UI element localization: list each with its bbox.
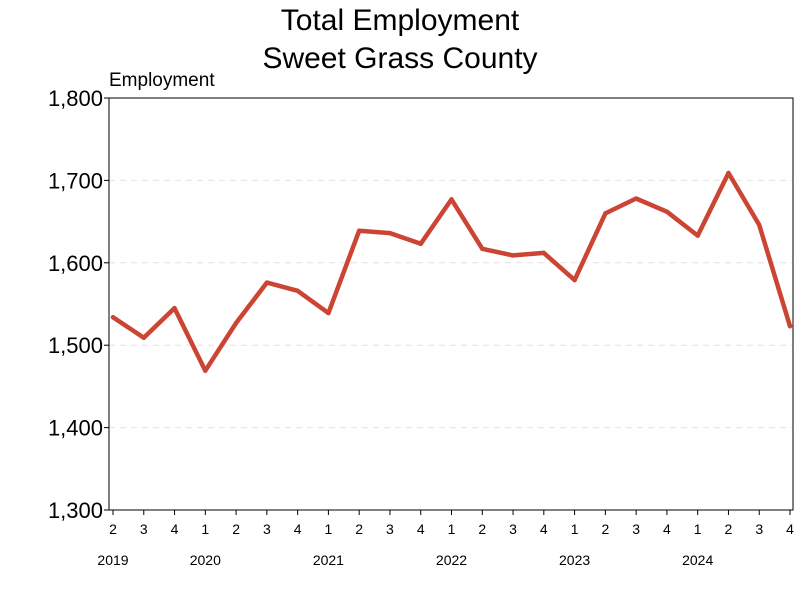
data-point bbox=[356, 228, 362, 233]
x-axis: 2 3 4 1 2 3 4 1 2 3 4 1 2 3 4 1 2 3 4 1 2 3 4 bbox=[109, 510, 794, 537]
series-layer bbox=[110, 170, 793, 373]
data-point bbox=[326, 310, 331, 316]
x-tick-label: 2 bbox=[725, 521, 733, 537]
x-tick-label: 3 bbox=[386, 521, 394, 537]
data-point bbox=[633, 196, 639, 201]
data-point bbox=[449, 197, 454, 202]
x-axis-years: 2019 2020 2021 2022 2023 2024 bbox=[97, 552, 713, 568]
x-tick-label: 4 bbox=[540, 521, 548, 537]
data-point bbox=[695, 233, 700, 238]
data-point bbox=[264, 280, 270, 285]
data-point bbox=[572, 277, 577, 283]
data-point bbox=[233, 320, 239, 326]
chart-title-line-1: Total Employment bbox=[281, 4, 520, 37]
x-tick-label: 1 bbox=[325, 521, 333, 537]
x-year-label: 2019 bbox=[97, 552, 128, 568]
x-tick-label: 3 bbox=[263, 521, 271, 537]
data-point bbox=[387, 230, 393, 236]
x-year-label: 2021 bbox=[313, 552, 344, 568]
data-point bbox=[726, 170, 731, 176]
x-tick-label: 2 bbox=[109, 521, 117, 537]
data-point bbox=[110, 314, 116, 320]
y-tick-label: 1,400 bbox=[48, 416, 103, 441]
data-point bbox=[787, 324, 793, 329]
data-point bbox=[172, 305, 177, 311]
y-axis-label: Employment bbox=[109, 70, 215, 91]
plot-frame bbox=[108, 97, 794, 511]
x-tick-label: 2 bbox=[232, 521, 240, 537]
y-tick-label: 1,800 bbox=[48, 86, 103, 111]
x-tick-label: 3 bbox=[509, 521, 517, 537]
data-point bbox=[603, 211, 608, 216]
y-tick-label: 1,700 bbox=[48, 168, 103, 193]
x-tick-label: 1 bbox=[694, 521, 702, 537]
x-tick-label: 4 bbox=[294, 521, 302, 537]
x-tick-label: 2 bbox=[601, 521, 609, 537]
data-point bbox=[418, 241, 423, 247]
data-point bbox=[295, 288, 300, 294]
data-point bbox=[541, 250, 547, 256]
y-axis: 1,300 1,400 1,500 1,600 1,700 1,800 bbox=[48, 86, 109, 523]
x-year-label: 2020 bbox=[190, 552, 221, 568]
x-tick-label: 4 bbox=[417, 521, 425, 537]
y-tick-label: 1,500 bbox=[48, 333, 103, 358]
x-tick-label: 4 bbox=[663, 521, 671, 537]
x-tick-label: 3 bbox=[140, 521, 148, 537]
x-tick-label: 3 bbox=[632, 521, 640, 537]
y-tick-label: 1,300 bbox=[48, 498, 103, 523]
x-tick-label: 1 bbox=[201, 521, 209, 537]
x-tick-label: 1 bbox=[448, 521, 456, 537]
x-tick-label: 1 bbox=[571, 521, 579, 537]
data-point bbox=[510, 253, 516, 258]
y-tick-label: 1,600 bbox=[48, 251, 103, 276]
x-tick-label: 2 bbox=[355, 521, 363, 537]
grid-lines bbox=[109, 179, 793, 429]
x-year-label: 2022 bbox=[436, 552, 467, 568]
x-tick-label: 4 bbox=[171, 521, 179, 537]
data-point bbox=[141, 335, 146, 340]
chart-title-line-2: Sweet Grass County bbox=[262, 42, 537, 75]
data-point bbox=[664, 209, 670, 214]
series-line bbox=[110, 170, 793, 373]
data-point bbox=[203, 368, 208, 373]
x-tick-label: 3 bbox=[755, 521, 763, 537]
data-point bbox=[757, 222, 762, 228]
x-tick-label: 4 bbox=[786, 521, 794, 537]
x-year-label: 2023 bbox=[559, 552, 590, 568]
data-point bbox=[480, 246, 485, 251]
x-year-label: 2024 bbox=[682, 552, 713, 568]
x-tick-label: 2 bbox=[478, 521, 486, 537]
